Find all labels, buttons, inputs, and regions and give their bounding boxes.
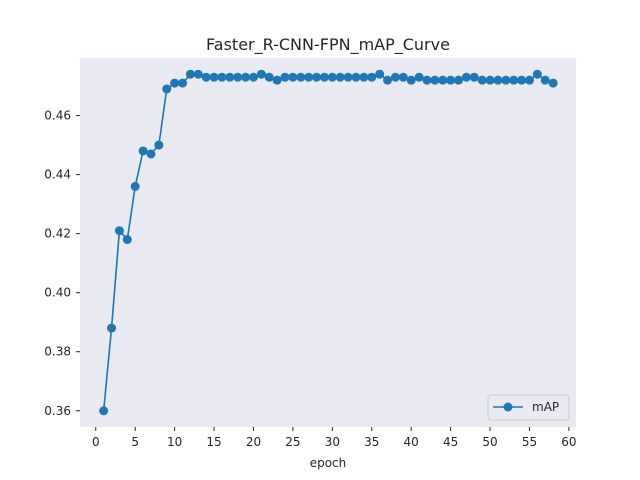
data-point xyxy=(327,72,337,82)
y-tick-label: 0.40 xyxy=(44,286,71,300)
data-point xyxy=(398,72,408,82)
y-axis-ticks: 0.36 0.38 0.40 0.42 0.44 0.46 xyxy=(44,109,80,418)
data-point xyxy=(406,75,416,85)
data-point xyxy=(414,72,424,82)
plot-area xyxy=(80,58,576,427)
chart-title: Faster_R-CNN-FPN_mAP_Curve xyxy=(206,35,450,55)
x-tick-label: 20 xyxy=(246,435,261,449)
x-tick-label: 50 xyxy=(482,435,497,449)
x-tick-label: 45 xyxy=(443,435,458,449)
y-tick-label: 0.44 xyxy=(44,168,71,182)
x-tick-label: 35 xyxy=(364,435,379,449)
data-point xyxy=(241,72,251,82)
x-tick-label: 60 xyxy=(561,435,576,449)
data-point xyxy=(367,72,377,82)
x-axis-ticks: 0 5 10 15 20 25 30 35 40 45 50 55 60 xyxy=(92,427,577,449)
data-point xyxy=(162,84,172,94)
data-point xyxy=(461,72,471,82)
data-point xyxy=(454,75,464,85)
data-point xyxy=(201,72,211,82)
y-tick-label: 0.36 xyxy=(44,404,71,418)
data-point xyxy=(288,72,298,82)
data-point xyxy=(430,75,440,85)
data-point xyxy=(248,72,258,82)
data-point xyxy=(130,181,140,191)
data-point xyxy=(477,75,487,85)
data-point xyxy=(312,72,322,82)
x-tick-label: 10 xyxy=(167,435,182,449)
data-point xyxy=(256,69,266,79)
data-point xyxy=(319,72,329,82)
data-point xyxy=(304,72,314,82)
legend-box xyxy=(487,394,570,421)
data-point xyxy=(351,72,361,82)
data-point xyxy=(217,72,227,82)
data-point xyxy=(114,226,124,236)
data-point xyxy=(185,69,195,79)
data-point xyxy=(485,75,495,85)
legend-marker xyxy=(503,402,513,412)
data-point xyxy=(501,75,511,85)
x-axis-label: epoch xyxy=(310,456,347,470)
data-point xyxy=(296,72,306,82)
data-point xyxy=(272,75,282,85)
data-point xyxy=(170,78,180,88)
data-point xyxy=(264,72,274,82)
y-tick-label: 0.46 xyxy=(44,109,71,123)
data-point xyxy=(335,72,345,82)
data-point xyxy=(509,75,519,85)
data-point xyxy=(540,75,550,85)
data-point xyxy=(493,75,503,85)
y-tick-label: 0.38 xyxy=(44,345,71,359)
data-point xyxy=(548,78,558,88)
data-point xyxy=(233,72,243,82)
data-point xyxy=(524,75,534,85)
data-point xyxy=(107,323,117,333)
data-point xyxy=(178,78,188,88)
data-point xyxy=(154,140,164,150)
data-point xyxy=(343,72,353,82)
data-point xyxy=(122,235,132,245)
data-point xyxy=(193,69,203,79)
data-point xyxy=(225,72,235,82)
data-point xyxy=(359,72,369,82)
data-point xyxy=(390,72,400,82)
legend: mAP xyxy=(487,394,570,421)
data-point xyxy=(138,146,148,156)
data-point xyxy=(99,406,109,416)
data-point xyxy=(438,75,448,85)
x-tick-label: 30 xyxy=(325,435,340,449)
x-tick-label: 25 xyxy=(285,435,300,449)
x-tick-label: 55 xyxy=(522,435,537,449)
y-tick-label: 0.42 xyxy=(44,227,71,241)
data-point xyxy=(517,75,527,85)
x-tick-label: 40 xyxy=(404,435,419,449)
data-point xyxy=(383,75,393,85)
series-group xyxy=(99,69,558,416)
x-tick-label: 15 xyxy=(206,435,221,449)
data-point xyxy=(280,72,290,82)
legend-label: mAP xyxy=(532,400,559,414)
data-point xyxy=(532,69,542,79)
data-point xyxy=(422,75,432,85)
x-tick-label: 0 xyxy=(92,435,100,449)
data-point xyxy=(146,149,156,159)
data-point xyxy=(469,72,479,82)
data-point xyxy=(375,69,385,79)
data-point xyxy=(209,72,219,82)
x-tick-label: 5 xyxy=(131,435,139,449)
data-point xyxy=(446,75,456,85)
